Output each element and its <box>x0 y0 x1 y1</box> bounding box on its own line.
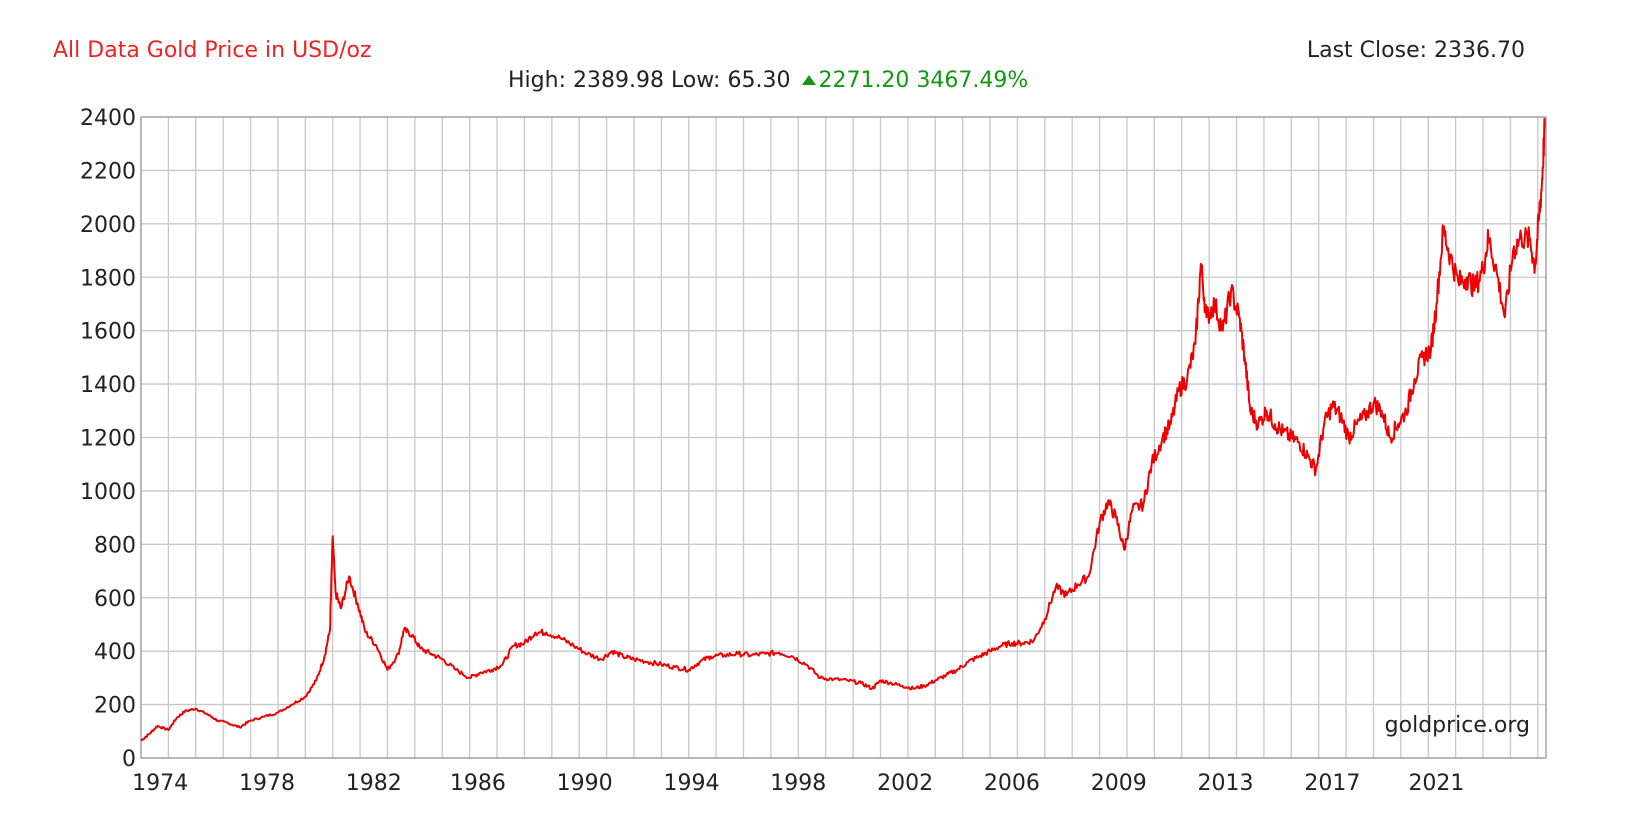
y-tick-label: 2400 <box>80 106 136 131</box>
high-low-text: High: 2389.98 Low: 65.30 <box>508 68 791 93</box>
y-tick-label: 2200 <box>80 159 136 184</box>
chart-grid <box>140 116 1547 759</box>
gold-price-line <box>140 117 1546 742</box>
stats-line: High: 2389.98 Low: 65.30 2271.20 3467.49% <box>508 68 1028 93</box>
x-tick-label: 2021 <box>1408 771 1464 796</box>
up-arrow-icon <box>802 74 817 85</box>
x-tick-label: 1982 <box>346 771 402 796</box>
y-tick-label: 1800 <box>80 266 136 291</box>
watermark-text: goldprice.org <box>1385 713 1530 738</box>
change-absolute: 2271.20 <box>818 68 910 93</box>
x-tick-label: 2006 <box>984 771 1040 796</box>
x-tick-label: 2002 <box>877 771 933 796</box>
x-tick-label: 1994 <box>663 771 719 796</box>
last-close-label: Last Close: 2336.70 <box>1306 38 1525 63</box>
y-tick-label: 200 <box>94 694 136 719</box>
x-tick-label: 1986 <box>450 771 506 796</box>
y-tick-label: 1600 <box>80 320 136 345</box>
y-tick-label: 0 <box>122 747 136 772</box>
x-tick-label: 2009 <box>1091 771 1147 796</box>
x-tick-label: 1974 <box>132 771 188 796</box>
chart-title: All Data Gold Price in USD/oz <box>53 38 372 63</box>
x-axis-ticks: 1974 1978 1982 1986 1990 1994 1998 2002 2006 2009… <box>132 771 1464 796</box>
y-tick-label: 800 <box>94 533 136 558</box>
x-tick-label: 1978 <box>239 771 295 796</box>
y-tick-label: 1400 <box>80 373 136 398</box>
y-tick-label: 1000 <box>80 480 136 505</box>
x-tick-label: 2017 <box>1304 771 1360 796</box>
y-axis-ticks: 0 200 400 600 800 1000 1200 1400 1600 1800 2000 220… <box>80 106 136 772</box>
y-tick-label: 2000 <box>80 213 136 238</box>
x-tick-label: 1990 <box>557 771 613 796</box>
y-tick-label: 400 <box>94 640 136 665</box>
plot-border <box>140 116 1547 759</box>
y-tick-label: 1200 <box>80 427 136 452</box>
change-percent: 3467.49% <box>916 68 1029 93</box>
x-tick-label: 1998 <box>770 771 826 796</box>
y-tick-label: 600 <box>94 587 136 612</box>
x-tick-label: 2013 <box>1198 771 1254 796</box>
